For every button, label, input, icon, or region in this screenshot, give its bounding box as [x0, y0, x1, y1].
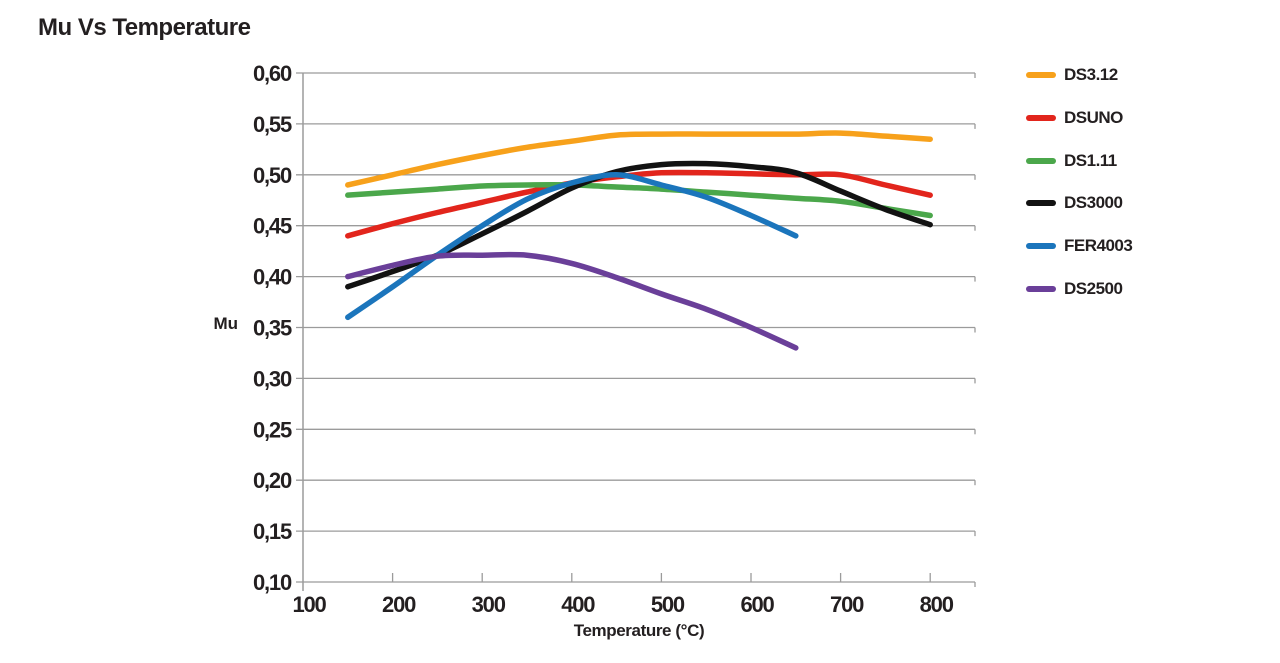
y-tick-label: 0,15: [253, 519, 292, 544]
legend-swatch-ds3000: [1026, 200, 1056, 207]
legend-label-ds312: DS3.12: [1064, 65, 1118, 85]
chart-title: Mu Vs Temperature: [38, 14, 251, 41]
x-axis-title: Temperature (°C): [573, 621, 705, 640]
y-tick-label: 0,40: [253, 265, 292, 290]
legend-item-fer4003: FER4003: [1026, 225, 1133, 268]
legend-label-fer4003: FER4003: [1064, 236, 1133, 256]
y-tick-label: 0,35: [253, 316, 292, 341]
x-tick-label: 200: [382, 592, 416, 617]
y-tick-label: 0,60: [253, 61, 292, 86]
x-tick-label: 400: [561, 592, 595, 617]
legend-swatch-ds2500: [1026, 285, 1056, 292]
legend-label-dsuno: DSUNO: [1064, 108, 1123, 128]
x-tick-label: 700: [830, 592, 864, 617]
y-axis-title: Mu: [213, 314, 238, 333]
legend-label-ds3000: DS3000: [1064, 193, 1123, 213]
legend-item-ds111: DS1.11: [1026, 139, 1132, 182]
x-tick-label: 300: [472, 592, 506, 617]
y-tick-label: 0,55: [253, 112, 292, 137]
legend-swatch-ds312: [1026, 72, 1056, 79]
x-tick-label: 800: [920, 592, 954, 617]
y-tick-label: 0,30: [253, 366, 292, 391]
legend-label-ds2500: DS2500: [1064, 278, 1123, 298]
legend-item-ds2500: DS2500: [1026, 267, 1132, 310]
x-tick-label: 600: [740, 592, 774, 617]
series-line-dsuno: [345, 169, 933, 239]
y-tick-label: 0,50: [253, 163, 292, 188]
legend-swatch-ds111: [1026, 157, 1056, 164]
legend-swatch-dsuno: [1026, 115, 1056, 122]
series-line-fer4003: [345, 172, 799, 321]
y-tick-label: 0,10: [253, 570, 292, 595]
legend-swatch-fer4003: [1026, 243, 1056, 250]
legend: DS3.12 DSUNO DS1.11 DS3000 FER4003 DS250…: [1026, 54, 1133, 310]
legend-item-dsuno: DSUNO: [1026, 97, 1132, 140]
series-line-ds111: [345, 182, 933, 219]
legend-label-ds111: DS1.11: [1064, 150, 1117, 170]
legend-item-ds312: DS3.12: [1026, 54, 1132, 97]
x-tick-label: 500: [651, 592, 685, 617]
series-line-ds312: [345, 130, 933, 188]
y-tick-label: 0,45: [253, 214, 292, 239]
series-line-ds2500: [345, 251, 799, 351]
y-tick-label: 0,20: [253, 468, 292, 493]
x-tick-label: 100: [292, 592, 326, 617]
legend-item-ds3000: DS3000: [1026, 182, 1132, 225]
y-tick-label: 0,25: [253, 417, 292, 442]
